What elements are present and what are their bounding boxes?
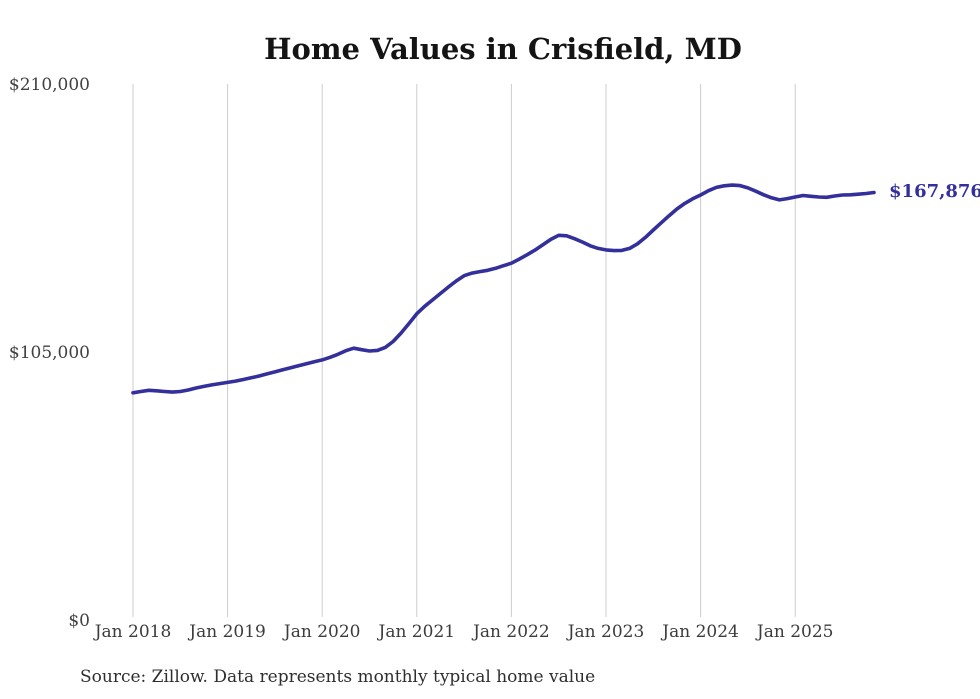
x-axis-label: Jan 2022 bbox=[473, 622, 550, 642]
source-note: Source: Zillow. Data represents monthly … bbox=[80, 667, 596, 687]
home-value-line bbox=[131, 183, 876, 395]
x-axis-label: Jan 2024 bbox=[662, 622, 739, 642]
chart-title: Home Values in Crisfield, MD bbox=[264, 32, 742, 66]
y-axis-label-105000: $105,000 bbox=[8, 343, 90, 363]
current-value-label: $167,876 bbox=[889, 180, 980, 202]
gridlines-group bbox=[132, 84, 796, 617]
x-axis-label: Jan 2025 bbox=[756, 622, 834, 642]
x-axis-label: Jan 2019 bbox=[189, 622, 266, 642]
x-axis-label: Jan 2020 bbox=[283, 622, 361, 642]
x-axis-label: Jan 2018 bbox=[94, 622, 172, 642]
y-axis-label-210000: $210,000 bbox=[8, 75, 90, 95]
y-axis-label-0: $0 bbox=[68, 611, 90, 631]
x-axis-label: Jan 2023 bbox=[567, 622, 645, 642]
x-axis-label: Jan 2021 bbox=[378, 622, 456, 642]
